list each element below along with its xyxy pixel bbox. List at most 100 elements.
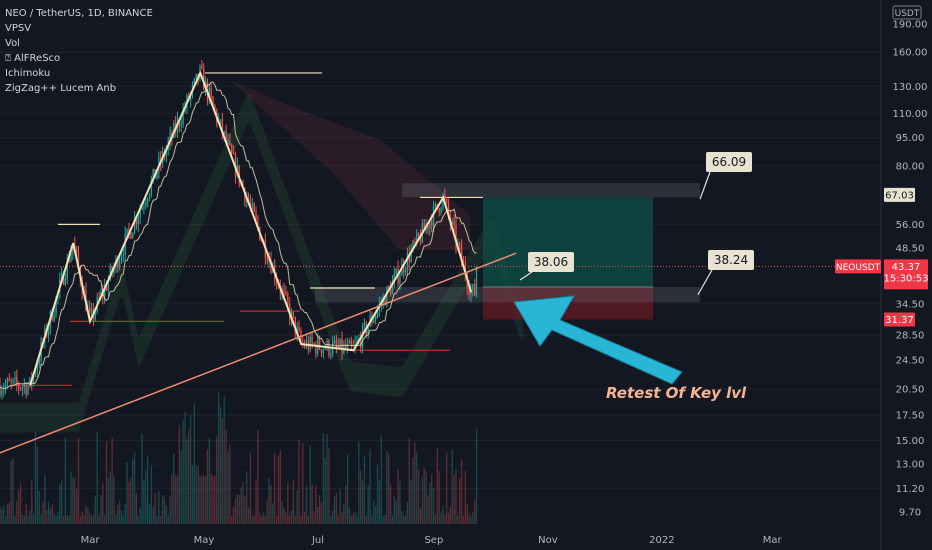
volume-bar — [264, 515, 267, 524]
legend-indicator-vol[interactable]: Vol — [5, 38, 20, 49]
profit-zone — [483, 197, 653, 287]
candle-body — [459, 242, 461, 246]
volume-bar — [132, 458, 134, 524]
candle — [232, 145, 235, 155]
candle — [8, 373, 10, 382]
candle-body — [408, 253, 410, 263]
candle-body — [455, 225, 457, 246]
candle-body — [32, 373, 35, 384]
candle — [440, 206, 442, 216]
volume-bar — [89, 513, 91, 524]
candle — [305, 334, 308, 350]
volume-bar — [260, 515, 263, 524]
volume-bar — [158, 490, 160, 524]
currency-badge — [892, 5, 922, 20]
candle-body — [146, 198, 149, 203]
candle-body — [472, 284, 474, 291]
candle — [315, 341, 317, 359]
volume-bar — [57, 512, 59, 524]
volume-bar — [14, 515, 16, 524]
zigzag-line[interactable] — [29, 70, 473, 386]
candle-body — [275, 279, 278, 283]
candle-body — [10, 381, 12, 383]
volume-bar — [466, 503, 468, 524]
candle-body — [66, 257, 68, 279]
time-axis[interactable]: Mar May Jul Sep Nov 2022 Mar — [81, 535, 783, 546]
legend-indicator-zigzag[interactable]: ZigZag++ Lucem Anb — [5, 83, 117, 94]
volume-bar — [232, 506, 235, 524]
candle-body — [201, 65, 203, 69]
volume-bar — [386, 451, 388, 524]
volume-bar — [395, 500, 397, 524]
candle-body — [16, 376, 18, 384]
candle — [475, 266, 478, 298]
candle-body — [285, 291, 287, 294]
candle — [0, 377, 1, 398]
volume-bar — [281, 501, 283, 524]
candle-body — [360, 338, 362, 348]
volume-bar — [335, 492, 338, 524]
volume-bar — [337, 515, 339, 524]
price-tick: 20.50 — [896, 385, 925, 396]
legend-indicator-alfresco[interactable]: ⍰ AlFReSco — [5, 53, 61, 64]
volume-bar — [373, 500, 375, 524]
candle-body — [36, 364, 39, 372]
position-box[interactable] — [315, 183, 700, 320]
candle — [367, 326, 369, 340]
volume-bar — [285, 513, 287, 524]
retest-arrow[interactable] — [513, 295, 683, 385]
price-tick: 56.00 — [896, 220, 925, 231]
candle — [459, 241, 461, 250]
volume-bar — [255, 478, 257, 524]
volume-bar — [171, 473, 173, 524]
volume-bar — [85, 506, 87, 524]
volume-bar — [128, 482, 130, 524]
candle-body — [376, 309, 379, 316]
volume-bar — [130, 477, 132, 524]
price-tags[interactable]: 66.09 38.24 38.06 — [519, 152, 754, 295]
time-tick: Mar — [81, 535, 101, 546]
volume-bar — [438, 471, 440, 524]
volume-bar — [21, 514, 24, 524]
candle-body — [126, 228, 128, 234]
candle-body — [47, 327, 50, 336]
volume-bar — [397, 469, 399, 524]
volume-bar — [431, 474, 433, 524]
volume-bar — [287, 482, 289, 524]
candle-body — [451, 221, 453, 224]
candle — [104, 278, 106, 304]
candle-body — [94, 311, 96, 319]
time-tick: May — [194, 535, 215, 546]
candle — [132, 232, 134, 239]
candle-body — [203, 68, 205, 90]
volume-bar — [365, 515, 367, 524]
candle — [320, 348, 323, 358]
candle — [470, 283, 472, 303]
trendline[interactable] — [0, 252, 517, 454]
legend-indicator-ichimoku[interactable]: Ichimoku — [5, 68, 51, 79]
legend-symbol[interactable]: NEO / TetherUS, 1D, BINANCE — [5, 8, 153, 19]
price-axis[interactable]: 190.00 160.00 130.00 110.00 95.00 80.00 56.00 4… — [835, 0, 928, 550]
legend-indicator-vpsv[interactable]: VPSV — [5, 23, 32, 34]
candle — [330, 348, 332, 360]
volume-bar — [290, 510, 293, 524]
annotation-text[interactable]: Retest Of Key lvl — [606, 384, 747, 402]
volume-bar — [345, 485, 347, 524]
volume-bar — [104, 515, 106, 524]
target-tag-label: 66.09 — [712, 155, 746, 169]
volume-bar — [283, 507, 285, 524]
volume-bar — [369, 449, 371, 524]
volume-bar — [117, 504, 119, 524]
candle — [363, 318, 366, 331]
volume-bar — [272, 503, 274, 524]
volume-bar — [388, 454, 390, 524]
candle — [90, 302, 93, 316]
volume-bar — [449, 506, 452, 524]
volume-bar — [12, 457, 14, 524]
candle-body — [406, 253, 409, 270]
volume-bar — [406, 502, 409, 524]
volume-bar — [371, 514, 373, 524]
candle-body — [135, 218, 138, 224]
candle — [12, 378, 14, 386]
